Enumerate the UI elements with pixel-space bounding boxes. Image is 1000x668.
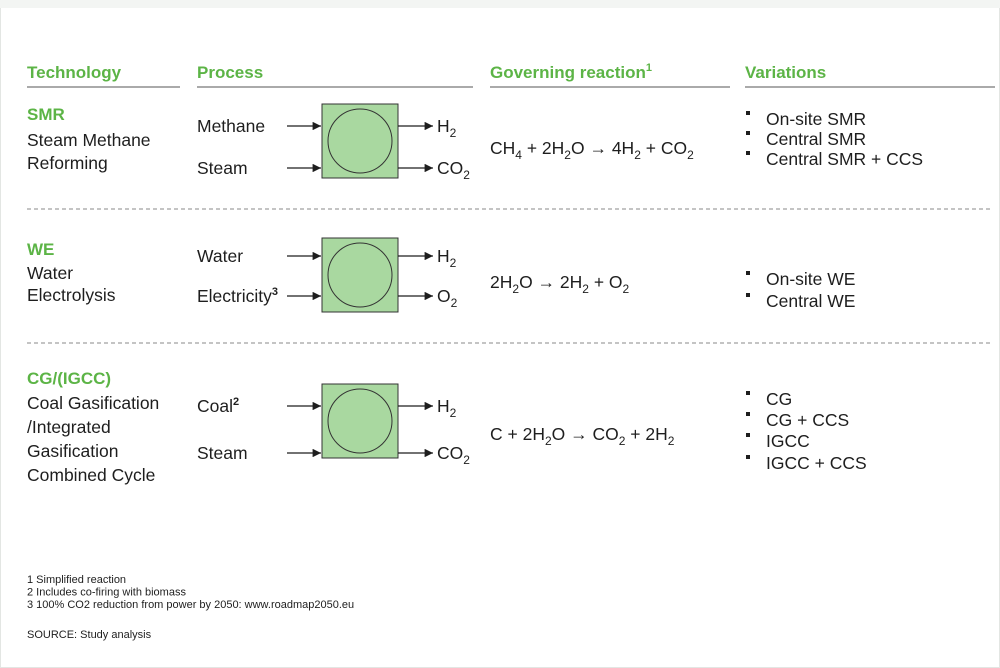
process-input: Steam <box>197 443 248 463</box>
process-output: H2 <box>437 116 457 140</box>
shifted-text: 4 <box>515 148 522 162</box>
bullet <box>746 391 750 395</box>
bullet <box>746 131 750 135</box>
text-part: + 2H <box>522 138 564 158</box>
variation: CG <box>766 389 792 409</box>
shifted-text: 2 <box>634 148 641 162</box>
text-part: 2H <box>490 272 512 292</box>
process-input: Methane <box>197 116 265 136</box>
text-part: C + 2H <box>490 424 545 444</box>
text-part: Coal <box>197 396 233 416</box>
variation: IGCC + CCS <box>766 453 867 473</box>
technology-name: Water <box>27 263 73 283</box>
text-part: O → 4H <box>571 138 634 158</box>
process-circle <box>327 108 393 174</box>
process-input: Electricity3 <box>197 286 278 306</box>
variation: Central SMR <box>766 129 866 149</box>
bullet <box>746 151 750 155</box>
technology-name: Reforming <box>27 153 108 173</box>
variation: IGCC <box>766 431 810 451</box>
shifted-text: 2 <box>451 296 458 310</box>
shifted-text: 2 <box>450 406 457 420</box>
technology-name: Electrolysis <box>27 285 116 305</box>
shifted-text: 2 <box>463 453 470 467</box>
bullet <box>746 455 750 459</box>
shifted-text: 2 <box>619 434 626 448</box>
text-part: O → 2H <box>519 272 582 292</box>
text-part: H <box>437 396 450 416</box>
text-part: CO <box>437 443 463 463</box>
text-part: + 2H <box>625 424 667 444</box>
process-output: H2 <box>437 396 457 420</box>
header-technology: Technology <box>27 63 122 82</box>
variation: Central SMR + CCS <box>766 149 923 169</box>
top-band <box>0 0 1000 8</box>
shifted-text: 2 <box>545 434 552 448</box>
bullet <box>746 111 750 115</box>
shifted-text: 2 <box>668 434 675 448</box>
reaction: C + 2H2O → CO2 + 2H2 <box>490 424 675 448</box>
shifted-text: 2 <box>582 282 589 296</box>
text-part: Steam <box>197 443 248 463</box>
shifted-text: 3 <box>272 286 278 298</box>
text-part: + O <box>589 272 623 292</box>
technology-name: /Integrated <box>27 417 111 437</box>
shifted-text: 2 <box>463 168 470 182</box>
shifted-text: 2 <box>450 126 457 140</box>
process-input: Water <box>197 246 243 266</box>
text-part: O <box>437 286 451 306</box>
footnote: 3 100% CO2 reduction from power by 2050:… <box>27 599 354 611</box>
text-part: + CO <box>641 138 687 158</box>
text-part: CO <box>437 158 463 178</box>
process-output: CO2 <box>437 443 470 467</box>
bullet <box>746 293 750 297</box>
footnote: 1 Simplified reaction <box>27 574 126 586</box>
text-part: O → CO <box>552 424 619 444</box>
text-part: Steam <box>197 158 248 178</box>
text-part: Methane <box>197 116 265 136</box>
technology-code: SMR <box>27 105 65 124</box>
process-output: H2 <box>437 246 457 270</box>
technology-name: Gasification <box>27 441 118 461</box>
header-process: Process <box>197 63 263 82</box>
reaction: CH4 + 2H2O → 4H2 + CO2 <box>490 138 694 162</box>
bullet <box>746 433 750 437</box>
variation: Central WE <box>766 291 855 311</box>
technology-name: Steam Methane <box>27 130 151 150</box>
text-part: H <box>437 116 450 136</box>
shifted-text: 2 <box>623 282 630 296</box>
process-output: O2 <box>437 286 458 310</box>
shifted-text: 2 <box>512 282 519 296</box>
process-circle <box>327 388 393 454</box>
process-input: Coal2 <box>197 396 239 416</box>
technology-code: WE <box>27 240 54 259</box>
bullet <box>746 271 750 275</box>
header-variations: Variations <box>745 63 826 82</box>
process-circle <box>327 242 393 308</box>
variation: CG + CCS <box>766 410 849 430</box>
bullet <box>746 412 750 416</box>
technology-name: Combined Cycle <box>27 465 155 485</box>
technology-name: Coal Gasification <box>27 393 159 413</box>
shifted-text: 2 <box>450 256 457 270</box>
text-part: Electricity <box>197 286 272 306</box>
text-part: Water <box>197 246 243 266</box>
variation: On-site SMR <box>766 109 866 129</box>
technology-code: CG/(IGCC) <box>27 369 111 388</box>
process-input: Steam <box>197 158 248 178</box>
text-part: CH <box>490 138 515 158</box>
header-reaction: Governing reaction1 <box>490 62 652 82</box>
shifted-text: 2 <box>564 148 571 162</box>
reaction: 2H2O → 2H2 + O2 <box>490 272 630 296</box>
variation: On-site WE <box>766 269 855 289</box>
text-part: H <box>437 246 450 266</box>
source: SOURCE: Study analysis <box>27 629 152 641</box>
shifted-text: 2 <box>687 148 694 162</box>
process-output: CO2 <box>437 158 470 182</box>
footnote: 2 Includes co-firing with biomass <box>27 587 186 599</box>
shifted-text: 2 <box>233 396 239 408</box>
